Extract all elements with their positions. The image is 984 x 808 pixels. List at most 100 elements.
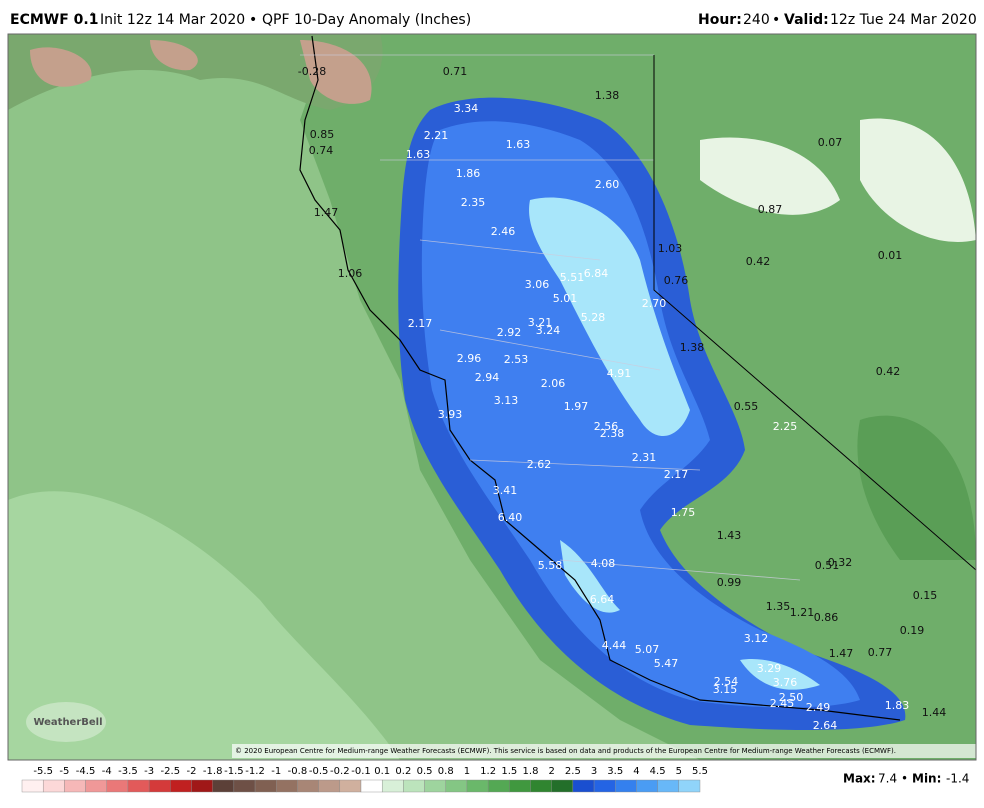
model-suffix: ° xyxy=(90,12,95,23)
map-value-label: 2.17 xyxy=(408,317,433,330)
map-value-label: 1.86 xyxy=(456,167,481,180)
colorbar-label: -4.5 xyxy=(76,766,96,777)
colorbar-cell xyxy=(276,779,298,793)
map-value-label: 3.13 xyxy=(494,394,519,407)
map-value-label: 0.76 xyxy=(664,274,689,287)
map-value-label: 2.21 xyxy=(424,129,449,142)
map-value-label: 6.64 xyxy=(590,593,615,606)
colorbar-cell xyxy=(424,779,446,793)
map-value-label: 0.74 xyxy=(309,144,334,157)
logo-bg xyxy=(26,702,106,742)
map-value-label: 1.44 xyxy=(922,706,947,719)
colorbar-label: 5.5 xyxy=(692,766,708,777)
colorbar-cell xyxy=(85,779,107,793)
colorbar-label: 0.5 xyxy=(417,766,433,777)
map-value-label: 2.17 xyxy=(664,468,689,481)
colorbar-label: -5.5 xyxy=(33,766,53,777)
credit: © 2020 European Centre for Medium-range … xyxy=(235,747,896,755)
colorbar-label: -0.5 xyxy=(309,766,329,777)
colorbar-label: 0.8 xyxy=(438,766,454,777)
map-value-label: 4.08 xyxy=(591,557,616,570)
coastline xyxy=(299,35,901,721)
colorbar-cell xyxy=(64,779,86,793)
map-value-label: 0.07 xyxy=(818,136,843,149)
colorbar-label: -0.2 xyxy=(330,766,350,777)
map-value-label: 0.42 xyxy=(876,365,901,378)
colorbar-label: -2 xyxy=(187,766,197,777)
map-value-label: 5.28 xyxy=(581,311,606,324)
valid: 12z Tue 24 Mar 2020 xyxy=(830,12,977,28)
colorbar-label: 4 xyxy=(633,766,639,777)
map-value-label: 1.63 xyxy=(506,138,531,151)
separator: • xyxy=(901,772,908,786)
map-value-label: 1.35 xyxy=(766,600,791,613)
map-value-label: 2.70 xyxy=(642,297,667,310)
footer: Max: 7.4 • Min: -1.4 xyxy=(843,772,969,786)
colorbar-cell xyxy=(636,779,658,793)
map-value-label: 3.15 xyxy=(713,683,738,696)
colorbar-cell xyxy=(593,779,616,793)
map-value-label: 1.83 xyxy=(885,699,910,712)
min: -1.4 xyxy=(946,772,969,786)
map-value-label: 1.21 xyxy=(790,606,815,619)
map-value-label: 3.24 xyxy=(536,324,561,337)
map-value-label: 0.42 xyxy=(746,255,771,268)
colorbar-cell xyxy=(339,779,362,793)
colorbar-label: 2.5 xyxy=(565,766,581,777)
colorbar-label: 3.5 xyxy=(607,766,623,777)
map-value-label: 1.03 xyxy=(658,242,683,255)
colorbar-label: 5 xyxy=(676,766,682,777)
colorbar-cell xyxy=(678,779,701,793)
credit-bg xyxy=(232,744,976,758)
map-value-label: 1.47 xyxy=(829,647,854,660)
map-value-label: 0.55 xyxy=(734,400,759,413)
map-value-label: 5.58 xyxy=(538,559,563,572)
colorbar-cell xyxy=(403,779,425,793)
north-dry xyxy=(8,34,383,110)
init: Init 12z 14 Mar 2020 xyxy=(100,12,245,28)
colorbar-label: 2 xyxy=(549,766,555,777)
colorbar-label: 1.5 xyxy=(501,766,517,777)
ocean-light xyxy=(8,491,400,760)
map-value-label: 6.84 xyxy=(584,267,609,280)
hour: 240 xyxy=(743,12,770,28)
separator: • xyxy=(772,12,780,28)
map-labels: -0.28 0.71 3.34 1.38 0.85 2.21 0.74 1.63 1.63 0.0… xyxy=(298,65,946,732)
map-value-label: 0.01 xyxy=(878,249,903,262)
map-value-label: 2.64 xyxy=(813,719,838,732)
hour-label: Hour: xyxy=(698,12,742,28)
colorbar-label: -3 xyxy=(144,766,154,777)
map-value-label: 3.34 xyxy=(454,102,479,115)
colorbar-label: 1.2 xyxy=(480,766,496,777)
map-value-label: 1.38 xyxy=(595,89,620,102)
colorbar-cell xyxy=(318,779,341,793)
map-value-label: 3.93 xyxy=(438,408,463,421)
map-value-label: 2.31 xyxy=(632,451,657,464)
colorbar-label: 0.2 xyxy=(395,766,411,777)
colorbar-cell xyxy=(445,779,468,793)
map-value-label: 5.07 xyxy=(635,643,660,656)
colorbar-cell xyxy=(509,779,531,793)
map-value-label: 1.38 xyxy=(680,341,705,354)
precip-max xyxy=(529,197,820,690)
colorbar-label: -1.8 xyxy=(203,766,223,777)
colorbar-label: 1.8 xyxy=(523,766,539,777)
map-value-label: 0.85 xyxy=(310,128,335,141)
anomaly-green xyxy=(857,415,976,560)
map-value-label: 2.45 xyxy=(770,697,795,710)
map-value-label: 5.47 xyxy=(654,657,679,670)
anomaly-light xyxy=(700,118,976,242)
colorbar-cell xyxy=(106,779,129,793)
colorbar-cell xyxy=(530,779,552,793)
colorbar-cell xyxy=(212,779,235,793)
colorbar-cell xyxy=(551,779,574,793)
map-value-label: 0.87 xyxy=(758,203,783,216)
colorbar-label: -1.5 xyxy=(224,766,244,777)
colorbar-label: -0.8 xyxy=(288,766,308,777)
map-value-label: 1.43 xyxy=(717,529,742,542)
map-value-label: 3.29 xyxy=(757,662,782,675)
map-value-label: 1.97 xyxy=(564,400,589,413)
colorbar: -5.5 -5 -4.5 -4 -3.5 -3 -2.5 -2 -1.8 -1.5 -1.2 -1 -0… xyxy=(21,766,708,793)
colorbar-label: -2.5 xyxy=(161,766,181,777)
state-border xyxy=(653,55,976,571)
